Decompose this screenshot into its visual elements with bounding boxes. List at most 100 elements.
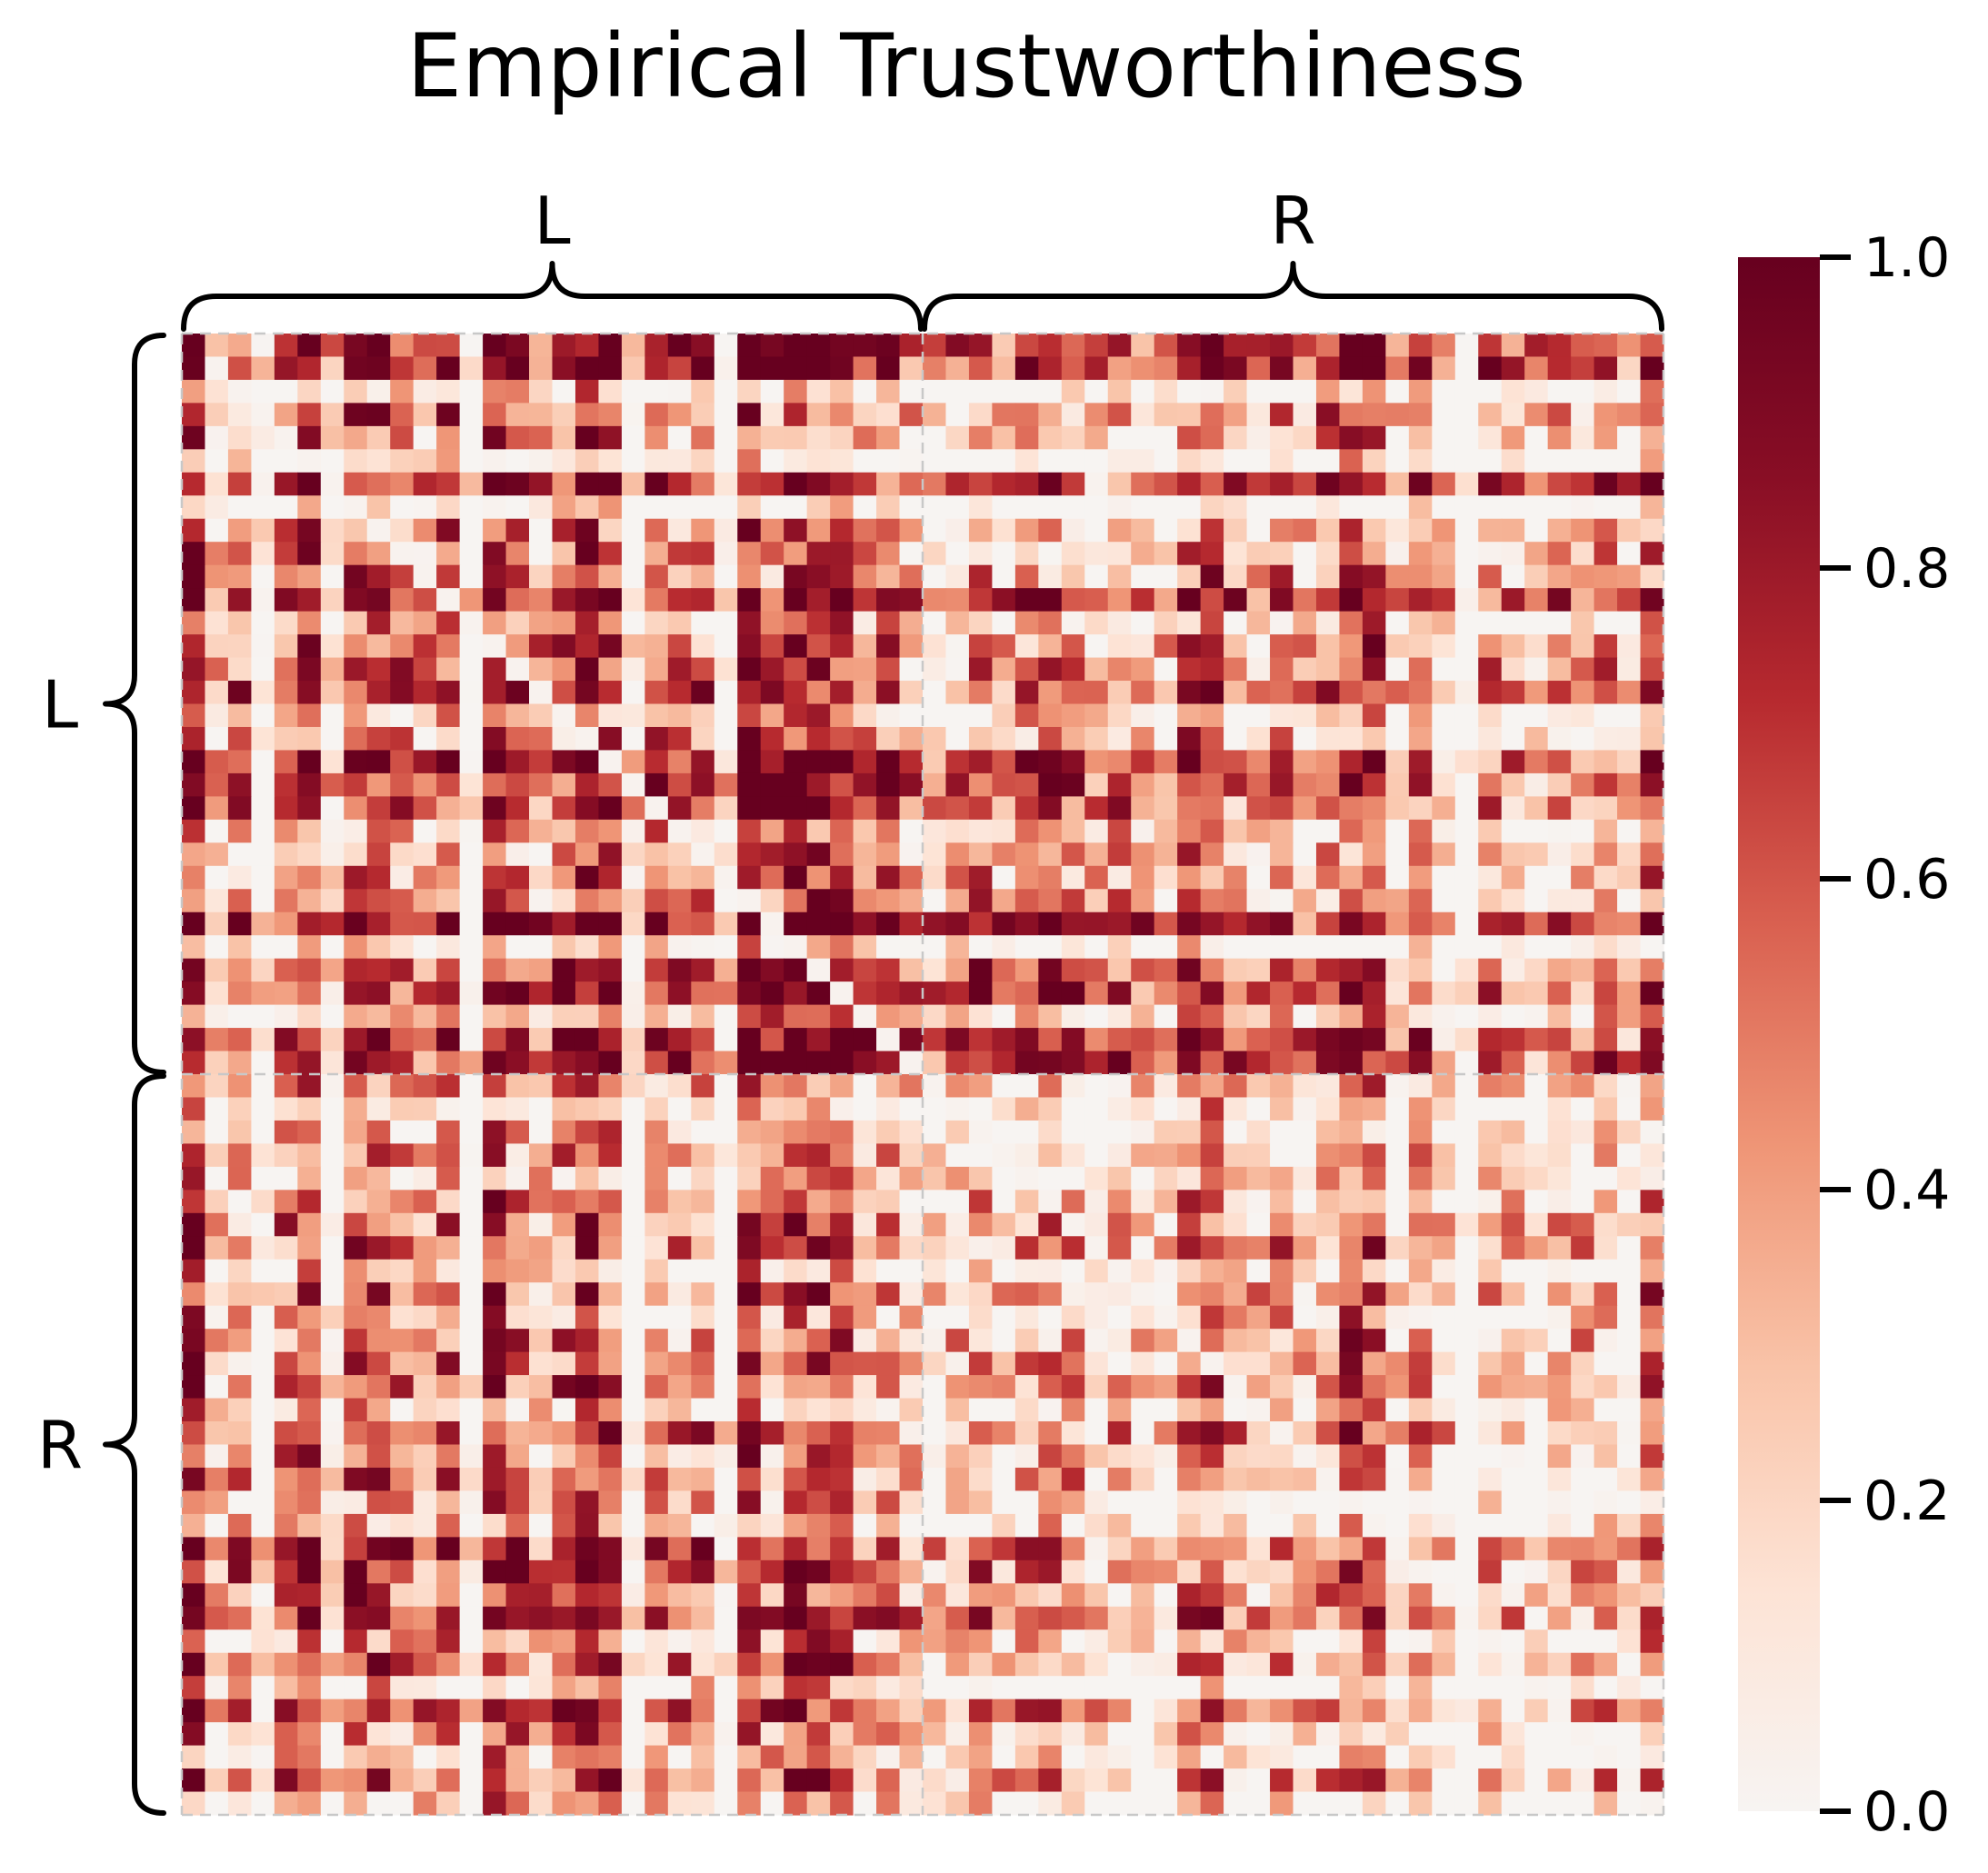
- heatmap-cell: [598, 726, 623, 752]
- heatmap-cell: [344, 518, 368, 543]
- heatmap-cell: [274, 634, 298, 659]
- heatmap-cell: [644, 1305, 669, 1330]
- heatmap-cell: [968, 865, 994, 890]
- heatmap-cell: [1131, 1212, 1155, 1237]
- heatmap-cell: [1524, 472, 1549, 496]
- heatmap-cell: [1107, 1537, 1132, 1561]
- heatmap-cell: [1293, 1722, 1317, 1747]
- heatmap-cell: [505, 1190, 530, 1214]
- heatmap-cell: [1362, 1259, 1386, 1283]
- heatmap-cell: [853, 1305, 877, 1330]
- heatmap-cell: [1177, 634, 1202, 659]
- heatmap-cell: [366, 518, 391, 543]
- heatmap-cell: [1014, 1166, 1039, 1191]
- heatmap-cell: [1107, 935, 1132, 960]
- heatmap-cell: [574, 1028, 600, 1052]
- heatmap-cell: [667, 1421, 692, 1446]
- heatmap-cell: [1640, 518, 1664, 543]
- heatmap-cell: [483, 1329, 507, 1353]
- heatmap-cell: [945, 588, 970, 613]
- heatmap-cell: [1617, 1028, 1642, 1052]
- heatmap-cell: [1061, 611, 1085, 635]
- heatmap-cell: [552, 1120, 576, 1145]
- heatmap-cell: [413, 1421, 437, 1446]
- heatmap-cell: [574, 1398, 600, 1422]
- heatmap-cell: [1478, 1351, 1503, 1376]
- heatmap-cell: [1315, 981, 1341, 1006]
- heatmap-cell: [1617, 564, 1642, 589]
- heatmap-cell: [968, 1583, 994, 1608]
- heatmap-cell: [483, 1699, 507, 1723]
- heatmap-cell: [1038, 935, 1063, 960]
- heatmap-cell: [784, 889, 808, 913]
- heatmap-cell: [1478, 1606, 1503, 1630]
- heatmap-cell: [1131, 334, 1155, 358]
- heatmap-cell: [366, 1676, 391, 1700]
- heatmap-cell: [297, 750, 322, 774]
- heatmap-cell: [1478, 1513, 1503, 1538]
- heatmap-cell: [1385, 819, 1410, 843]
- heatmap-cell: [366, 1606, 391, 1630]
- heatmap-cell: [644, 1028, 669, 1052]
- heatmap-cell: [992, 1004, 1016, 1029]
- heatmap-cell: [1362, 1074, 1386, 1099]
- heatmap-cell: [598, 796, 623, 821]
- heatmap-cell: [830, 1444, 854, 1469]
- heatmap-cell: [320, 750, 345, 774]
- heatmap-cell: [1408, 1351, 1433, 1376]
- heatmap-cell: [992, 842, 1016, 867]
- heatmap-cell: [1501, 1398, 1525, 1422]
- heatmap-cell: [182, 1398, 206, 1422]
- group-dividers: [180, 332, 1665, 1817]
- heatmap-cell: [1293, 958, 1317, 982]
- heatmap-cell: [1524, 425, 1549, 450]
- heatmap-cell: [714, 865, 738, 890]
- heatmap-cell: [1385, 889, 1410, 913]
- heatmap-cell: [552, 588, 576, 613]
- heatmap-cell: [390, 726, 415, 752]
- heatmap-cell: [644, 472, 669, 496]
- heatmap-cell: [598, 657, 623, 682]
- heatmap-cell: [251, 935, 275, 960]
- heatmap-cell: [1385, 1259, 1410, 1283]
- heatmap-cell: [1593, 1583, 1618, 1608]
- heatmap-cell: [1432, 564, 1456, 589]
- heatmap-cell: [1061, 425, 1085, 450]
- heatmap-cell: [1640, 1236, 1664, 1260]
- heatmap-cell: [923, 1629, 947, 1654]
- heatmap-cell: [899, 772, 924, 797]
- heatmap-cell: [1131, 1097, 1155, 1121]
- heatmap-cell: [1107, 356, 1132, 381]
- heatmap-cell: [760, 935, 784, 960]
- heatmap-cell: [390, 1559, 415, 1584]
- heatmap-cell: [968, 1559, 994, 1584]
- heatmap-cell: [1154, 1143, 1178, 1168]
- heatmap-cell: [1084, 1537, 1109, 1561]
- heatmap-cell: [784, 1398, 808, 1422]
- heatmap-cell: [737, 1212, 762, 1237]
- heatmap-cell: [1061, 542, 1085, 566]
- heatmap-cell: [1270, 495, 1294, 520]
- heatmap-cell: [1432, 1282, 1456, 1307]
- heatmap-cell: [737, 472, 762, 496]
- heatmap-cell: [574, 981, 600, 1006]
- heatmap-cell: [644, 449, 669, 473]
- heatmap-cell: [1478, 1074, 1503, 1099]
- heatmap-cell: [251, 1745, 275, 1769]
- heatmap-cell: [853, 334, 877, 358]
- heatmap-cell: [251, 1467, 275, 1492]
- heatmap-cell: [1270, 772, 1294, 797]
- heatmap-cell: [320, 1398, 345, 1422]
- heatmap-cell: [1339, 425, 1364, 450]
- heatmap-cell: [344, 472, 368, 496]
- heatmap-cell: [968, 1259, 994, 1283]
- heatmap-cell: [598, 542, 623, 566]
- heatmap-cell: [205, 1074, 229, 1099]
- heatmap-cell: [1224, 1490, 1248, 1515]
- heatmap-cell: [251, 1143, 275, 1168]
- heatmap-cell: [205, 1513, 229, 1538]
- heatmap-cell: [1293, 1004, 1317, 1029]
- heatmap-cell: [1478, 912, 1503, 936]
- heatmap-cell: [1478, 1004, 1503, 1029]
- heatmap-cell: [1270, 703, 1294, 728]
